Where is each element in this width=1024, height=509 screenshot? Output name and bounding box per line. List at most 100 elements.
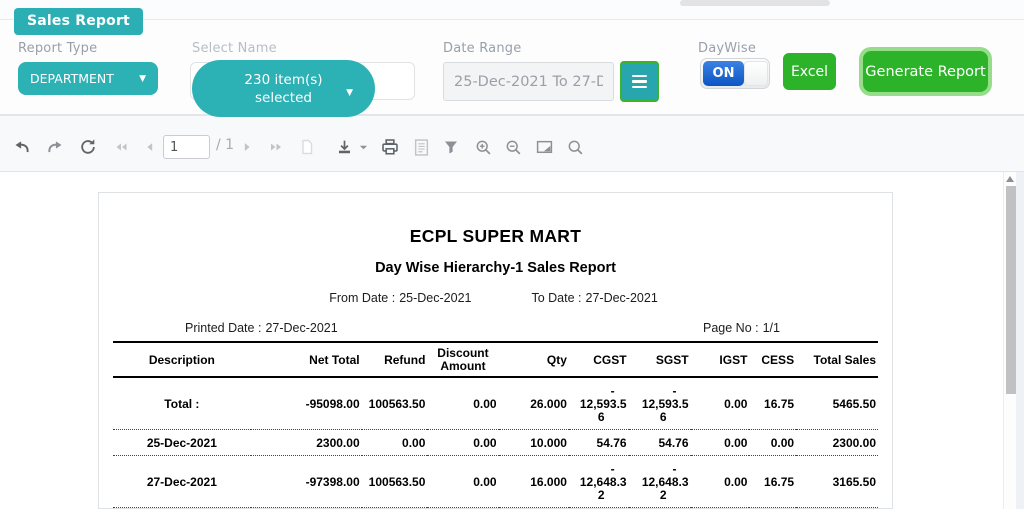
table-cell: -97398.00	[250, 455, 362, 508]
table-row: 25-Dec-2021 2300.00 0.00 0.00 10.000 54.76 54.…	[113, 429, 878, 456]
fit-screen-icon[interactable]	[532, 135, 556, 159]
table-header-row: Description Net Total Refund Discount Amoun…	[113, 341, 878, 378]
table-cell: 2300.00	[250, 429, 362, 456]
filter-icon[interactable]	[439, 135, 463, 159]
refresh-icon[interactable]	[76, 135, 100, 159]
column-header: Net Total	[250, 341, 362, 378]
vertical-scrollbar[interactable]	[1003, 172, 1016, 509]
excel-button[interactable]: Excel	[783, 53, 836, 90]
hamburger-icon	[632, 74, 647, 78]
top-strip	[0, 0, 1024, 20]
filter-panel: Report Type DEPARTMENT ▼ Select Name 230…	[0, 20, 1024, 117]
zoom-in-icon[interactable]	[471, 135, 495, 159]
new-page-icon[interactable]	[295, 135, 319, 159]
table-cell: 0.00	[361, 429, 428, 456]
right-gutter	[1016, 172, 1024, 509]
column-header: IGST	[690, 341, 750, 378]
download-icon[interactable]	[332, 135, 356, 159]
column-header: Refund	[361, 341, 428, 378]
report-page: ECPL SUPER MART Day Wise Hierarchy-1 Sal…	[98, 192, 893, 509]
tab-sales-report[interactable]: Sales Report	[14, 8, 143, 35]
first-page-icon[interactable]	[109, 135, 133, 159]
items-selected-line1: 230 item(s)	[244, 71, 323, 88]
table-cell: 0.00	[427, 455, 499, 508]
table-cell: 0.00	[427, 429, 499, 456]
column-header: Qty	[498, 341, 569, 378]
caret-down-icon[interactable]	[356, 135, 370, 159]
printed-date: Printed Date :27-Dec-2021	[185, 321, 338, 335]
table-cell: 5465.50	[796, 377, 878, 430]
toggle-knob	[744, 61, 768, 86]
select-name-label: Select Name	[192, 41, 277, 56]
table-cell: 0.00	[690, 429, 750, 456]
table-cell: 27-Dec-2021	[113, 455, 251, 508]
table-cell: 16.75	[749, 455, 797, 508]
items-selected-line2: selected	[254, 89, 312, 106]
table-cell: 100563.50	[361, 455, 428, 508]
chevron-down-icon: ▼	[139, 73, 146, 84]
table-cell: -12,648.3 2	[628, 455, 691, 508]
table-cell: -12,593.5 6	[568, 377, 629, 430]
table-cell: 54.76	[628, 429, 691, 456]
table-cell: -12,593.5 6	[628, 377, 691, 430]
table-cell: 0.00	[690, 377, 750, 430]
document-icon[interactable]	[409, 135, 433, 159]
scrollbar-thumb[interactable]	[1005, 186, 1016, 394]
report-title: Day Wise Hierarchy-1 Sales Report	[375, 260, 616, 276]
generate-report-button[interactable]: Generate Report	[863, 51, 988, 92]
table-cell: 54.76	[568, 429, 629, 456]
table-cell: Total :	[113, 377, 251, 430]
window-remnant	[680, 0, 830, 6]
scroll-up-icon[interactable]	[1006, 176, 1014, 182]
report-type-label: Report Type	[18, 41, 98, 56]
report-date-range-row: From Date :25-Dec-2021 To Date :27-Dec-2…	[99, 291, 892, 305]
column-header: CESS	[749, 341, 797, 378]
page-total-label: / 1	[216, 137, 235, 153]
column-header: CGST	[568, 341, 629, 378]
table-cell: 16.75	[749, 377, 797, 430]
pdf-toolbar: / 1	[0, 115, 1024, 172]
table-cell: 0.00	[427, 377, 499, 430]
report-type-dropdown[interactable]: DEPARTMENT ▼	[18, 62, 158, 95]
from-date: From Date :25-Dec-2021	[329, 291, 472, 305]
to-date: To Date :27-Dec-2021	[531, 291, 658, 305]
daywise-toggle[interactable]: ON	[700, 58, 770, 89]
search-icon[interactable]	[563, 135, 587, 159]
prev-page-icon[interactable]	[138, 135, 162, 159]
table-cell: 16.000	[498, 455, 569, 508]
date-range-menu-button[interactable]	[620, 61, 659, 102]
page-number: Page No :1/1	[703, 321, 780, 335]
page-number-input[interactable]	[163, 135, 210, 159]
print-icon[interactable]	[378, 135, 402, 159]
next-page-icon[interactable]	[235, 135, 259, 159]
table-cell: 3165.50	[796, 455, 878, 508]
pdf-viewer: ECPL SUPER MART Day Wise Hierarchy-1 Sal…	[0, 172, 1024, 509]
date-range-label: Date Range	[443, 41, 522, 56]
table-cell: 100563.50	[361, 377, 428, 430]
daywise-label: DayWise	[698, 41, 757, 56]
report-type-value: DEPARTMENT	[30, 71, 114, 86]
undo-icon[interactable]	[10, 135, 34, 159]
chevron-down-icon: ▼	[346, 88, 353, 98]
column-header: Description	[113, 341, 251, 378]
table-row: Total : -95098.00 100563.50 0.00 26.000-12,5…	[113, 377, 878, 430]
column-header: SGST	[628, 341, 691, 378]
report-meta-row: Printed Date :27-Dec-2021 Page No :1/1	[99, 321, 892, 335]
last-page-icon[interactable]	[264, 135, 288, 159]
table-cell: 2300.00	[796, 429, 878, 456]
table-cell: 0.00	[690, 455, 750, 508]
table-cell: -95098.00	[250, 377, 362, 430]
table-cell: 0.00	[749, 429, 797, 456]
date-range-input[interactable]	[443, 62, 614, 101]
items-selected-dropdown[interactable]: 230 item(s) selected ▼	[192, 60, 375, 117]
zoom-out-icon[interactable]	[501, 135, 525, 159]
table-row: 27-Dec-2021 -97398.00 100563.50 0.00 16.000-…	[113, 455, 878, 508]
redo-icon[interactable]	[43, 135, 67, 159]
table-cell: 25-Dec-2021	[113, 429, 251, 456]
column-header: Discount Amount	[427, 341, 499, 378]
table-cell: 26.000	[498, 377, 569, 430]
table-body: Total : -95098.00 100563.50 0.00 26.000-12,5…	[113, 377, 878, 508]
daywise-toggle-state: ON	[703, 61, 744, 86]
sales-table: Description Net Total Refund Discount Amoun…	[113, 341, 878, 508]
